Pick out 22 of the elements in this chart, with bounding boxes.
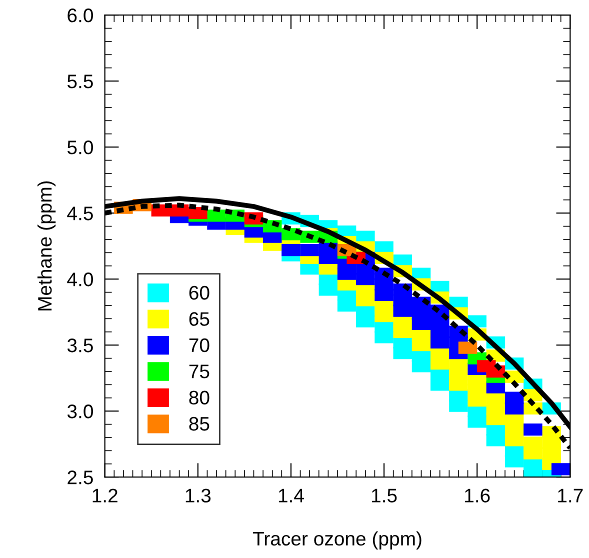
y-tick-label: 3.0 <box>67 404 93 418</box>
legend-label: 70 <box>189 338 210 352</box>
x-tick-label: 1.6 <box>465 488 490 502</box>
y-tick-label: 5.0 <box>67 140 93 154</box>
y-tick-label: 5.5 <box>67 74 93 88</box>
x-axis-title: Tracer ozone (ppm) <box>252 531 422 550</box>
x-tick-label: 1.7 <box>558 488 583 502</box>
y-tick-label: 6.0 <box>68 8 93 22</box>
legend-label: 75 <box>189 364 210 378</box>
legend-label: 60 <box>189 286 210 300</box>
y-axis-title: Methane (ppm) <box>37 181 56 310</box>
x-tick-label: 1.4 <box>278 488 304 502</box>
y-tick-label: 4.0 <box>67 272 93 286</box>
legend-label: 80 <box>189 390 210 404</box>
x-tick-label: 1.5 <box>372 488 397 502</box>
x-tick-label: 1.3 <box>186 488 211 502</box>
y-tick-label: 3.5 <box>67 338 93 352</box>
y-tick-label: 4.5 <box>67 206 93 220</box>
legend-label: 85 <box>189 416 210 431</box>
x-tick-label: 1.2 <box>92 488 118 502</box>
legend-label: 65 <box>189 312 210 326</box>
y-tick-label: 2.5 <box>68 470 93 484</box>
